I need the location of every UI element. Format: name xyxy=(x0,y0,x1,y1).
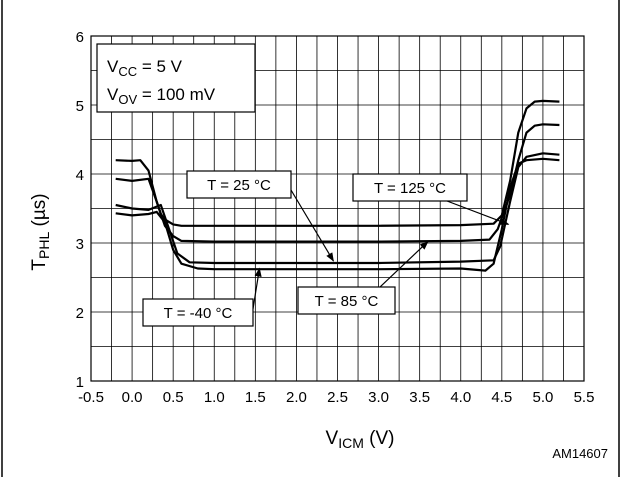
x-axis-label-sub: ICM xyxy=(338,435,364,451)
x-axis-label: VICM (V) xyxy=(326,428,395,451)
plot-area xyxy=(90,35,585,382)
annotation-arrow xyxy=(252,267,262,310)
figure-id: AM14607 xyxy=(552,446,608,461)
series-line-0 xyxy=(115,99,560,227)
annotation-arrow xyxy=(379,240,429,288)
condition-vcc-value: = 5 V xyxy=(137,57,183,76)
annotation-box xyxy=(352,173,468,202)
conditions-box xyxy=(96,43,256,113)
annotation-box xyxy=(142,298,254,327)
annotation-label: T = -40 °C xyxy=(164,305,233,322)
annotations: T = 25 °C T = 125 °C T = -40 °C T = 85 °C xyxy=(142,170,510,327)
y-axis-label: TPHL (µs) xyxy=(29,193,52,270)
series-lines xyxy=(115,99,560,272)
y-tick-label: 2 xyxy=(76,305,84,322)
y-axis-label-unit: (µs) xyxy=(29,193,50,231)
annotation-box xyxy=(186,170,292,199)
annotation-label: T = 25 °C xyxy=(207,177,271,194)
x-axis-label-unit: (V) xyxy=(364,428,395,449)
condition-vcc-sub: CC xyxy=(118,64,137,79)
x-tick-label: 4.0 xyxy=(450,389,471,406)
x-tick-label: 1.0 xyxy=(204,389,225,406)
x-tick-labels: -0.5 0.0 0.5 1.0 1.5 2.0 2.5 3.0 3.5 4.0 4.5 5.0 5.5 xyxy=(78,389,594,406)
x-tick-label: 2.5 xyxy=(327,389,348,406)
y-tick-label: 5 xyxy=(76,98,84,115)
annotation-box xyxy=(297,286,396,315)
annotation-arrow xyxy=(446,200,510,225)
y-tick-label: 3 xyxy=(76,236,84,253)
series-line-2 xyxy=(115,152,560,265)
y-tick-label: 4 xyxy=(76,167,84,184)
x-tick-label: 5.0 xyxy=(532,389,553,406)
condition-vov: VOV = 100 mV xyxy=(107,85,216,107)
annotation-label: T = 125 °C xyxy=(374,180,446,197)
x-tick-label: 3.0 xyxy=(368,389,389,406)
x-tick-label: 1.5 xyxy=(245,389,266,406)
annotation-label: T = 85 °C xyxy=(315,293,379,310)
x-tick-label: 0.5 xyxy=(163,389,184,406)
x-tick-label: 5.5 xyxy=(574,389,595,406)
y-tick-labels: 1 2 3 4 5 6 xyxy=(76,29,84,391)
x-tick-label: 4.5 xyxy=(491,389,512,406)
x-tick-label: 0.0 xyxy=(122,389,143,406)
x-tick-label: 3.5 xyxy=(409,389,430,406)
y-tick-label: 1 xyxy=(76,374,84,391)
x-tick-label: -0.5 xyxy=(78,389,104,406)
y-axis-label-sub: PHL xyxy=(36,232,52,259)
annotation-arrow xyxy=(290,189,334,262)
y-tick-label: 6 xyxy=(76,29,84,46)
series-line-1 xyxy=(115,123,560,243)
condition-vov-sub: OV xyxy=(118,92,137,107)
condition-vov-value: = 100 mV xyxy=(137,85,216,104)
condition-vcc: VCC = 5 V xyxy=(107,57,183,79)
x-tick-label: 2.0 xyxy=(286,389,307,406)
series-line-3 xyxy=(115,157,560,272)
